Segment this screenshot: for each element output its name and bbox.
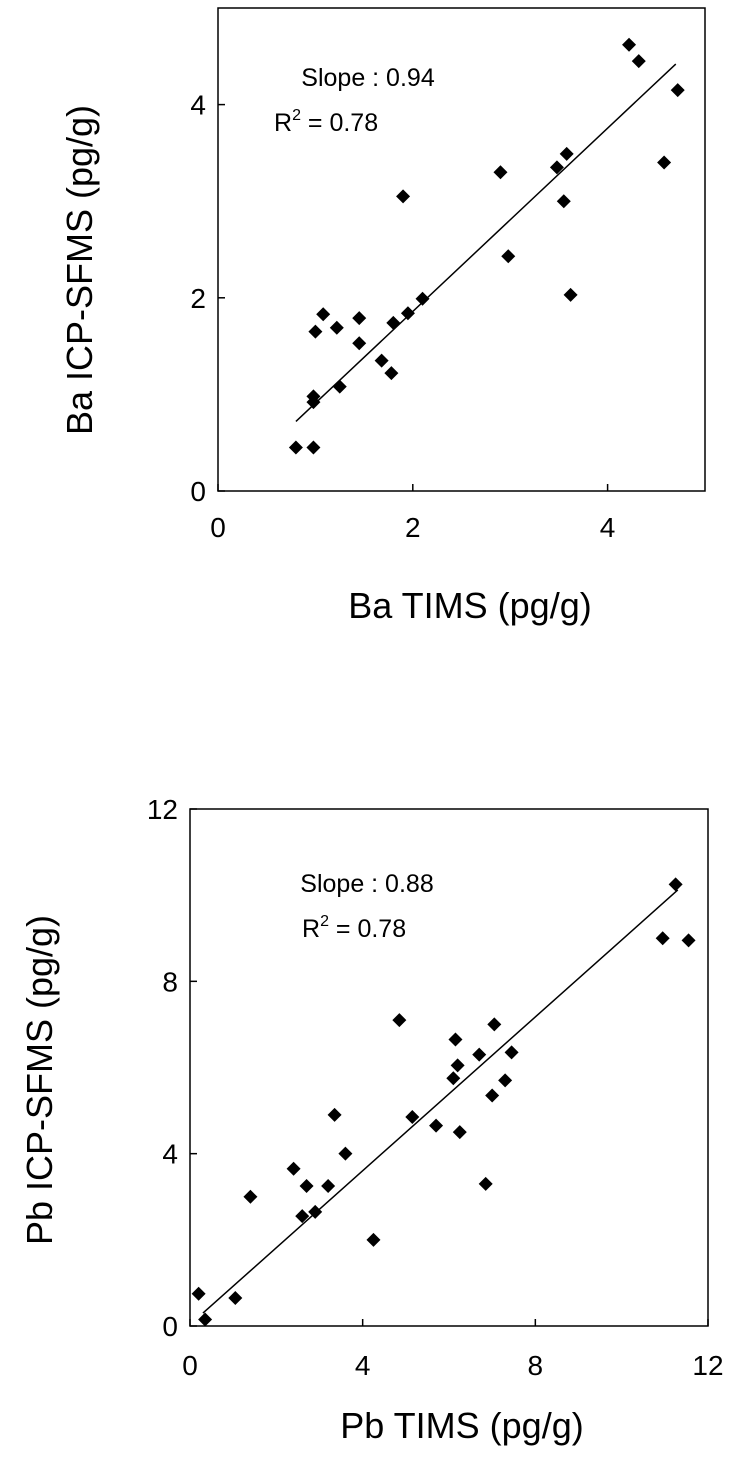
pb-x-axis-title: Pb TIMS (pg/g) — [340, 1405, 583, 1446]
ba-data-point — [352, 336, 367, 351]
ba-r2-label: R2 = 0.78 — [274, 107, 378, 137]
pb-data-point — [472, 1047, 487, 1062]
pb-data-point — [243, 1189, 258, 1204]
pb-data-point — [668, 877, 683, 892]
ba-data-points — [288, 37, 685, 455]
pb-axis-ticks — [189, 808, 709, 1327]
pb-y-tick-label: 8 — [162, 966, 178, 997]
pb-r2-suffix: = 0.78 — [329, 915, 406, 943]
pb-data-point — [366, 1232, 381, 1247]
pb-data-point — [286, 1161, 301, 1176]
ba-r2-prefix: R — [274, 109, 292, 137]
ba-data-point — [332, 379, 347, 394]
ba-data-point — [374, 353, 389, 368]
ba-data-point — [386, 315, 401, 330]
pb-fit-line — [202, 889, 679, 1314]
pb-data-point — [228, 1290, 243, 1305]
pb-data-point — [487, 1017, 502, 1032]
pb-data-point — [405, 1110, 420, 1125]
ba-y-tick-label: 2 — [190, 283, 206, 314]
pb-data-point — [498, 1073, 513, 1088]
pb-data-point — [338, 1146, 353, 1161]
ba-data-point — [329, 320, 344, 335]
pb-data-point — [450, 1058, 465, 1073]
ba-data-point — [306, 389, 321, 404]
pb-data-points — [191, 877, 696, 1327]
pb-data-point — [681, 933, 696, 948]
ba-data-point — [622, 37, 637, 52]
pb-r2-label: R2 = 0.78 — [302, 913, 406, 943]
pb-data-point — [321, 1178, 336, 1193]
pb-r2-sup: 2 — [320, 913, 329, 930]
ba-y-axis-title: Ba ICP-SFMS (pg/g) — [59, 105, 100, 435]
ba-data-point — [400, 306, 415, 321]
ba-data-point — [493, 165, 508, 180]
pb-y-axis-title: Pb ICP-SFMS (pg/g) — [19, 915, 60, 1245]
pb-r2-prefix: R — [302, 915, 320, 943]
pb-data-point — [448, 1032, 463, 1047]
ba-plot-frame — [217, 7, 706, 492]
pb-x-tick-label: 4 — [355, 1350, 371, 1381]
ba-slope-label: Slope : 0.94 — [301, 64, 435, 92]
pb-chart: 0 4 8 12 0 4 8 12 Slope : 0.88 R2 = 0.78 Pb TIM… — [19, 794, 724, 1446]
pb-data-point — [485, 1088, 500, 1103]
ba-data-point — [316, 307, 331, 322]
ba-data-point — [549, 160, 564, 175]
pb-data-point — [655, 931, 670, 946]
ba-fit-line — [295, 63, 677, 422]
pb-data-point — [452, 1125, 467, 1140]
ba-data-point — [657, 155, 672, 170]
pb-data-point — [308, 1204, 323, 1219]
ba-r2-suffix: = 0.78 — [301, 109, 378, 137]
ba-x-tick-label: 4 — [600, 512, 616, 543]
pb-data-point — [429, 1118, 444, 1133]
ba-data-point — [415, 291, 430, 306]
ba-data-point — [308, 324, 323, 339]
ba-data-point — [559, 146, 574, 161]
pb-x-tick-label: 12 — [692, 1350, 723, 1381]
ba-data-point — [631, 54, 646, 69]
pb-x-tick-label: 0 — [182, 1350, 198, 1381]
pb-y-tick-label: 0 — [162, 1311, 178, 1342]
ba-data-point — [396, 189, 411, 204]
pb-data-point — [327, 1107, 342, 1122]
ba-data-point — [384, 366, 399, 381]
pb-data-point — [392, 1013, 407, 1028]
ba-data-point — [306, 440, 321, 455]
ba-data-point — [352, 311, 367, 326]
ba-data-point — [556, 194, 571, 209]
pb-data-point — [299, 1178, 314, 1193]
pb-y-tick-label: 12 — [147, 794, 178, 825]
ba-y-tick-label: 4 — [190, 90, 206, 121]
ba-data-point — [288, 440, 303, 455]
pb-slope-label: Slope : 0.88 — [300, 870, 433, 898]
pb-y-tick-label: 4 — [162, 1139, 178, 1170]
pb-data-point — [295, 1209, 310, 1224]
pb-data-point — [191, 1286, 206, 1301]
ba-axis-ticks — [217, 103, 609, 492]
ba-data-point — [563, 287, 578, 302]
ba-data-point — [670, 83, 685, 98]
ba-tick-labels: 0 2 4 0 2 4 — [190, 90, 615, 543]
ba-y-tick-label: 0 — [190, 476, 206, 507]
pb-x-tick-label: 8 — [528, 1350, 544, 1381]
ba-data-point — [501, 249, 516, 264]
ba-x-tick-label: 2 — [405, 512, 421, 543]
pb-data-point — [478, 1176, 493, 1191]
pb-data-point — [446, 1071, 461, 1086]
pb-tick-labels: 0 4 8 12 0 4 8 12 — [147, 794, 724, 1381]
ba-r2-sup: 2 — [292, 107, 301, 124]
ba-x-tick-label: 0 — [210, 512, 226, 543]
pb-plot-frame — [189, 808, 709, 1327]
pb-data-point — [504, 1045, 519, 1060]
pb-data-point — [198, 1312, 213, 1327]
ba-x-axis-title: Ba TIMS (pg/g) — [348, 585, 591, 626]
